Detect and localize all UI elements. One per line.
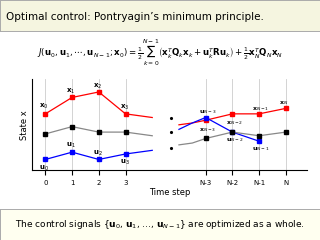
Text: $\mathbf{u}_1$: $\mathbf{u}_1$ bbox=[66, 141, 76, 150]
Text: $\mathbf{x}_{N-1}$: $\mathbf{x}_{N-1}$ bbox=[252, 105, 269, 113]
Text: $\mathbf{x}_2$: $\mathbf{x}_2$ bbox=[93, 82, 102, 91]
Text: $\mathbf{u}_2$: $\mathbf{u}_2$ bbox=[93, 148, 103, 158]
Text: $\mathbf{x}_{N-3}$: $\mathbf{x}_{N-3}$ bbox=[199, 126, 216, 134]
Text: $\mathbf{x}_0$: $\mathbf{x}_0$ bbox=[39, 102, 48, 111]
Text: $\mathbf{u}_{N-1}$: $\mathbf{u}_{N-1}$ bbox=[252, 145, 270, 153]
X-axis label: Time step: Time step bbox=[149, 187, 190, 197]
Text: $\mathbf{u}_{N-3}$: $\mathbf{u}_{N-3}$ bbox=[199, 108, 217, 116]
Text: $\mathbf{x}_{N-2}$: $\mathbf{x}_{N-2}$ bbox=[226, 119, 243, 127]
Y-axis label: State x: State x bbox=[20, 110, 29, 140]
Text: $\mathbf{x}_1$: $\mathbf{x}_1$ bbox=[66, 86, 76, 96]
Text: The control signals {$\mathbf{u}_0$, $\mathbf{u}_1$, ..., $\mathbf{u}_{N-1}$} ar: The control signals {$\mathbf{u}_0$, $\m… bbox=[15, 218, 305, 231]
Text: Optimal control: Pontryagin’s minimum principle.: Optimal control: Pontryagin’s minimum pr… bbox=[6, 12, 264, 22]
Text: $\mathbf{x}_N$: $\mathbf{x}_N$ bbox=[279, 100, 288, 108]
Text: $J\left(\mathbf{u}_0,\mathbf{u}_1,\cdots,\mathbf{u}_{N-1};\mathbf{x}_0\right)=\f: $J\left(\mathbf{u}_0,\mathbf{u}_1,\cdots… bbox=[37, 38, 283, 68]
Text: $\mathbf{u}_3$: $\mathbf{u}_3$ bbox=[120, 158, 129, 167]
Text: $\mathbf{u}_{N-2}$: $\mathbf{u}_{N-2}$ bbox=[226, 136, 243, 144]
Text: $\mathbf{u}_0$: $\mathbf{u}_0$ bbox=[39, 164, 49, 173]
Text: $\mathbf{x}_3$: $\mathbf{x}_3$ bbox=[120, 103, 129, 112]
